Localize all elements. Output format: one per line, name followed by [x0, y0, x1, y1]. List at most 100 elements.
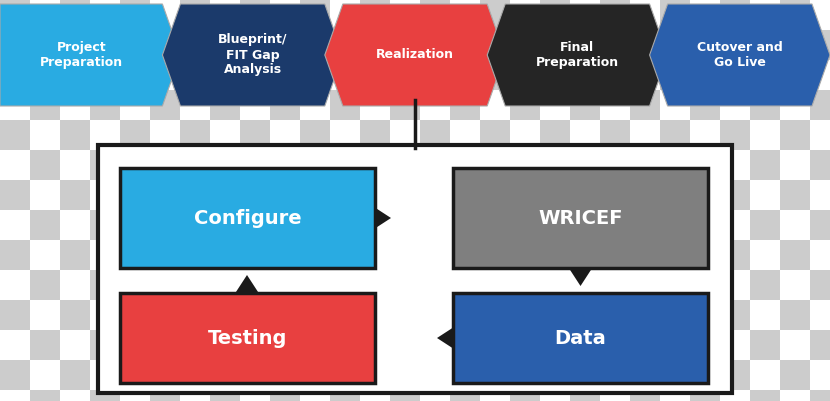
Bar [420, 90, 450, 120]
Bar [750, 240, 780, 270]
Bar [210, 210, 240, 240]
Bar [150, 390, 180, 401]
Bar [540, 180, 570, 210]
Bar [810, 360, 830, 390]
Bar [810, 30, 830, 60]
Bar [750, 150, 780, 180]
Bar [60, 270, 90, 300]
Bar [90, 330, 120, 360]
Bar [60, 210, 90, 240]
Bar [780, 360, 810, 390]
Bar [510, 390, 540, 401]
Bar [570, 60, 600, 90]
Bar [240, 240, 270, 270]
Bar [330, 120, 360, 150]
Bar [660, 90, 690, 120]
Bar [390, 300, 420, 330]
Bar [390, 390, 420, 401]
Bar [390, 180, 420, 210]
Bar [720, 30, 750, 60]
Bar [690, 270, 720, 300]
Text: Realization: Realization [376, 49, 454, 61]
Bar [630, 120, 660, 150]
Bar [540, 360, 570, 390]
Bar [510, 0, 540, 30]
Bar [780, 180, 810, 210]
Bar [420, 120, 450, 150]
Bar [210, 90, 240, 120]
Bar [300, 390, 330, 401]
Bar [150, 300, 180, 330]
Bar [60, 240, 90, 270]
Bar [780, 60, 810, 90]
Bar [810, 210, 830, 240]
Bar [390, 240, 420, 270]
Bar [600, 0, 630, 30]
Bar [480, 330, 510, 360]
Bar [540, 120, 570, 150]
Bar [390, 360, 420, 390]
Bar [60, 300, 90, 330]
Bar [90, 90, 120, 120]
Bar [450, 270, 480, 300]
Bar [780, 30, 810, 60]
Bar [660, 0, 690, 30]
Bar [600, 240, 630, 270]
Bar [420, 60, 450, 90]
Bar [810, 0, 830, 30]
Bar [660, 180, 690, 210]
Bar [300, 330, 330, 360]
Bar [30, 210, 60, 240]
Bar [270, 60, 300, 90]
Bar [360, 360, 390, 390]
Bar [510, 330, 540, 360]
Bar [30, 360, 60, 390]
Bar [210, 270, 240, 300]
Bar [30, 90, 60, 120]
Bar [90, 210, 120, 240]
Bar [330, 0, 360, 30]
Bar [270, 390, 300, 401]
Bar [750, 60, 780, 90]
Bar [540, 210, 570, 240]
Bar [60, 0, 90, 30]
Bar [30, 390, 60, 401]
Bar [450, 360, 480, 390]
Bar [60, 30, 90, 60]
Bar [810, 300, 830, 330]
Bar [480, 0, 510, 30]
Bar [150, 60, 180, 90]
Bar [600, 180, 630, 210]
Bar [660, 240, 690, 270]
Bar [0, 0, 30, 30]
Text: WRICEF: WRICEF [538, 209, 622, 227]
Bar [720, 90, 750, 120]
Bar [750, 300, 780, 330]
Bar [420, 240, 450, 270]
Bar [450, 30, 480, 60]
Bar [540, 90, 570, 120]
Bar [120, 270, 150, 300]
Bar [780, 210, 810, 240]
Bar [630, 240, 660, 270]
Bar [60, 60, 90, 90]
Bar [540, 150, 570, 180]
Bar [360, 60, 390, 90]
Bar [480, 300, 510, 330]
Bar [690, 0, 720, 30]
Bar [0, 360, 30, 390]
Bar [780, 120, 810, 150]
Bar [690, 240, 720, 270]
Bar [90, 30, 120, 60]
Bar [600, 210, 630, 240]
Bar [90, 150, 120, 180]
Bar [450, 150, 480, 180]
Bar [570, 360, 600, 390]
Bar [300, 30, 330, 60]
Bar [810, 330, 830, 360]
Bar [450, 60, 480, 90]
Bar [150, 30, 180, 60]
Bar [360, 300, 390, 330]
Bar [30, 150, 60, 180]
Bar [180, 150, 210, 180]
